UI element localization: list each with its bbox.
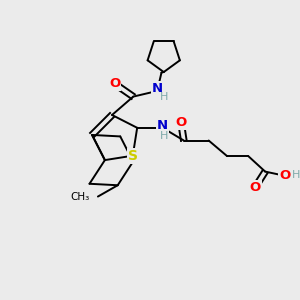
- Text: N: N: [152, 82, 163, 95]
- Text: O: O: [175, 116, 187, 129]
- Text: H: H: [160, 131, 168, 141]
- Text: S: S: [128, 149, 138, 163]
- Text: O: O: [250, 181, 261, 194]
- Text: CH₃: CH₃: [71, 192, 90, 202]
- Text: N: N: [157, 119, 168, 132]
- Text: H: H: [160, 92, 169, 102]
- Text: O: O: [109, 77, 121, 90]
- Text: O: O: [279, 169, 291, 182]
- Text: H: H: [292, 170, 300, 180]
